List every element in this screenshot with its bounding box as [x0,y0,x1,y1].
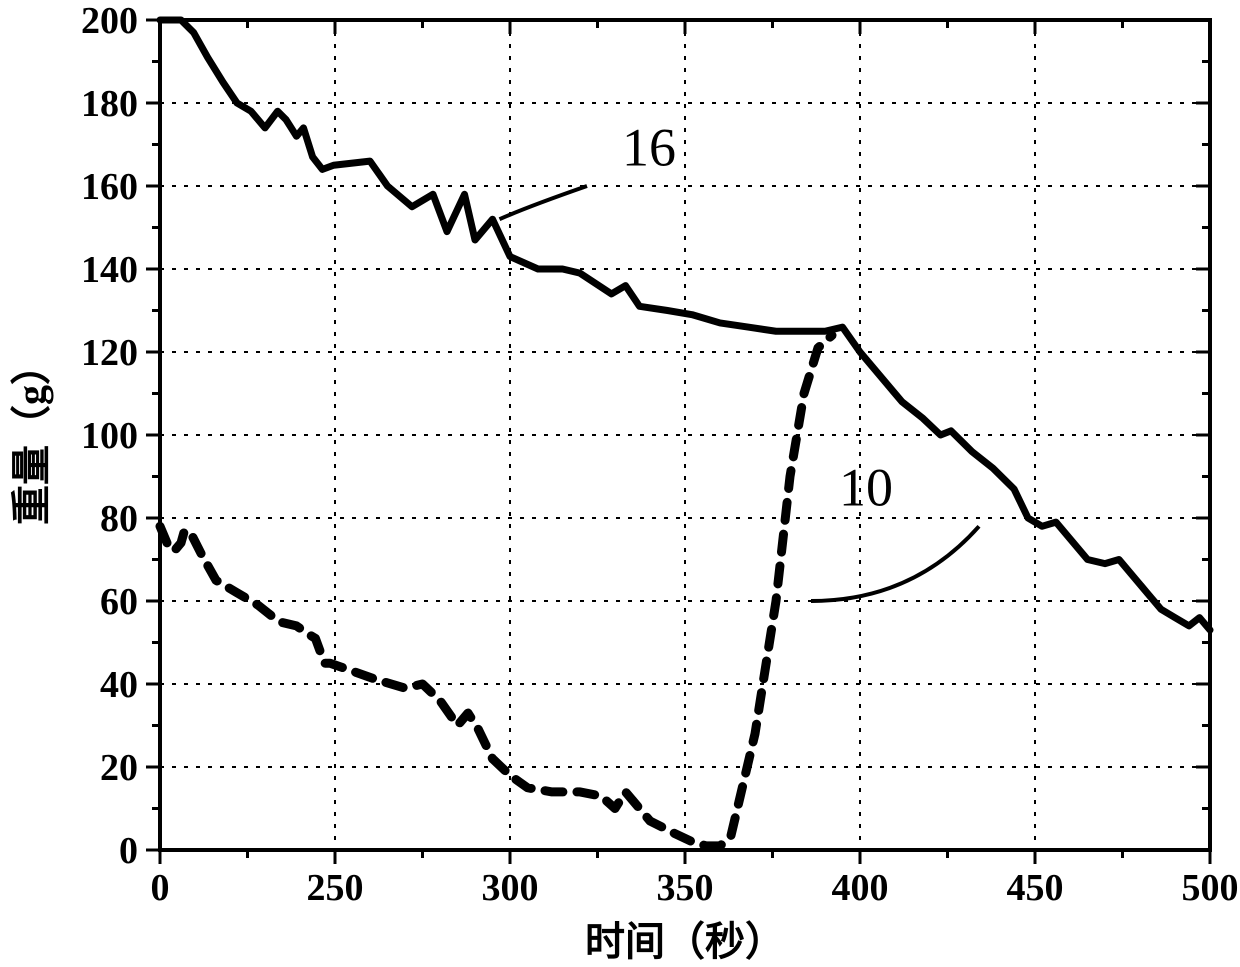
x-tick-label: 400 [832,867,889,909]
x-tick-label: 300 [482,867,539,909]
x-tick-label: 250 [307,867,364,909]
x-tick-label: 500 [1182,867,1239,909]
y-axis-label: 重量（g） [9,345,54,525]
chart-svg: 0 250 300 350 400 450 500 0 20 40 60 80 100 120 140 160… [0,0,1240,967]
y-tick-label: 180 [81,83,138,125]
label-16: 16 [622,117,676,177]
chart-container: 0 250 300 350 400 450 500 0 20 40 60 80 100 120 140 160… [0,0,1240,967]
x-tick-label: 0 [151,867,170,909]
x-tick-label: 350 [657,867,714,909]
y-tick-label: 160 [81,166,138,208]
y-tick-label: 40 [100,664,138,706]
x-tick-label: 450 [1007,867,1064,909]
y-tick-label: 60 [100,581,138,623]
y-tick-label: 140 [81,249,138,291]
y-tick-label: 200 [81,0,138,42]
y-tick-label: 0 [119,830,138,872]
y-tick-label: 100 [81,415,138,457]
label-10: 10 [839,458,893,518]
y-tick-label: 20 [100,747,138,789]
x-axis-label: 时间（秒） [585,919,785,964]
y-tick-label: 120 [81,332,138,374]
y-tick-label: 80 [100,498,138,540]
